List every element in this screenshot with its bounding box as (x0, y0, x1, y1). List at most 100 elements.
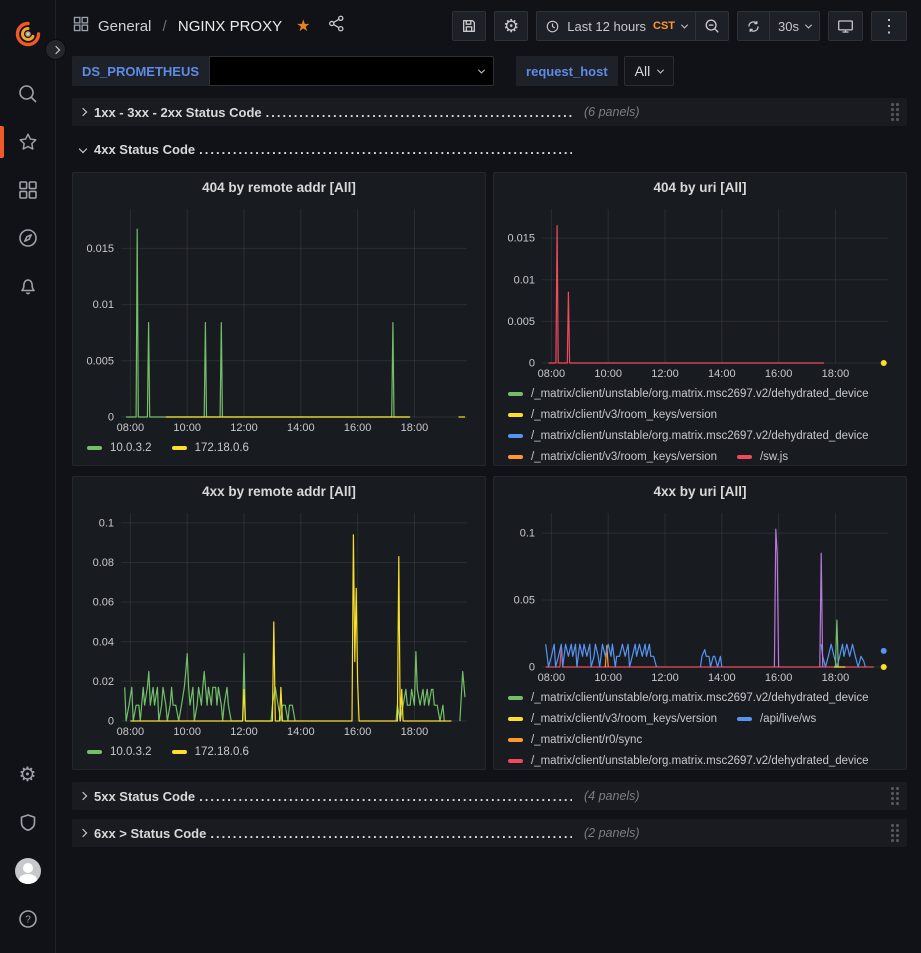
sidebar-item-server-admin[interactable] (0, 799, 56, 847)
legend-item[interactable]: 10.0.3.2 (87, 746, 152, 758)
legend-label[interactable]: 10.0.3.2 (110, 746, 152, 758)
legend-label[interactable]: 172.18.0.6 (195, 746, 249, 758)
request-host-select[interactable]: All (624, 56, 675, 86)
legend-item[interactable]: /api/live/ws (737, 713, 816, 725)
row-drag-handle[interactable] (891, 787, 899, 805)
legend-label[interactable]: /sw.js (760, 451, 788, 463)
legend-swatch (87, 446, 102, 450)
legend-label[interactable]: /_matrix/client/v3/room_keys/version (531, 713, 717, 725)
timeseries-chart[interactable]: 08:0010:0012:0014:0016:0018:0000.0050.01… (81, 201, 477, 435)
legend-label[interactable]: /_matrix/client/unstable/org.matrix.msc2… (531, 755, 869, 767)
sidebar-expand-button[interactable] (45, 39, 66, 60)
sidebar-item-profile[interactable] (0, 847, 56, 895)
legend-item[interactable]: /_matrix/client/v3/room_keys/version (508, 713, 717, 725)
refresh-interval-picker[interactable]: 30s (770, 11, 820, 41)
search-icon (17, 83, 39, 105)
variable-label-ds-prometheus[interactable]: DS_PROMETHEUS (72, 56, 209, 86)
legend-label[interactable]: 10.0.3.2 (110, 442, 152, 454)
time-range-picker[interactable]: Last 12 hours CST (536, 11, 696, 41)
chart-legend: /_matrix/client/unstable/org.matrix.msc2… (502, 685, 898, 769)
variable-label-request-host[interactable]: request_host (516, 56, 618, 86)
tv-icon (837, 18, 854, 35)
row-drag-handle[interactable] (891, 824, 899, 842)
row-1xx-3xx-2xx[interactable]: 1xx - 3xx - 2xx Status Code ............… (72, 98, 907, 126)
sidebar-item-search[interactable] (0, 70, 56, 118)
panel-title[interactable]: 4xx by remote addr [All] (81, 477, 477, 505)
legend-item[interactable]: /_matrix/client/unstable/org.matrix.msc2… (508, 755, 869, 767)
row-title: 5xx Status Code (94, 789, 195, 804)
svg-text:16:00: 16:00 (765, 368, 793, 380)
legend-item[interactable]: /_matrix/client/unstable/org.matrix.msc2… (508, 430, 869, 442)
panel-title[interactable]: 4xx by uri [All] (502, 477, 898, 505)
legend-item[interactable]: /_matrix/client/unstable/org.matrix.msc2… (508, 388, 869, 400)
grafana-logo-icon (14, 20, 42, 48)
time-range-label: Last 12 hours (567, 19, 646, 34)
legend-item[interactable]: /_matrix/client/v3/room_keys/version (508, 409, 717, 421)
panel-title[interactable]: 404 by remote addr [All] (81, 173, 477, 201)
row-5xx[interactable]: 5xx Status Code ........................… (72, 782, 907, 810)
save-dashboard-button[interactable] (452, 11, 486, 41)
legend-swatch (737, 455, 752, 459)
legend-item[interactable]: 172.18.0.6 (172, 442, 249, 454)
timeseries-chart[interactable]: 08:0010:0012:0014:0016:0018:0000.020.040… (81, 505, 477, 739)
svg-text:14:00: 14:00 (287, 422, 315, 434)
legend-label[interactable]: /_matrix/client/r0/sync (531, 734, 642, 746)
caret-down-icon (657, 66, 664, 73)
svg-text:10:00: 10:00 (594, 672, 622, 684)
help-icon: ? (17, 908, 39, 930)
sidebar-item-dashboards[interactable] (0, 166, 56, 214)
legend-item[interactable]: /_matrix/client/unstable/org.matrix.msc2… (508, 692, 869, 704)
user-avatar (15, 858, 41, 884)
legend-swatch (508, 413, 523, 417)
legend-item[interactable]: /sw.js (737, 451, 788, 463)
legend-label[interactable]: /_matrix/client/v3/room_keys/version (531, 451, 717, 463)
dashboard-settings-button[interactable]: ⚙ (494, 11, 528, 41)
svg-text:18:00: 18:00 (401, 422, 429, 434)
legend-item[interactable]: 172.18.0.6 (172, 746, 249, 758)
legend-swatch (737, 717, 752, 721)
header-toolbar: ⚙ Last 12 hours CST (452, 11, 907, 41)
timeseries-chart[interactable]: 08:0010:0012:0014:0016:0018:0000.050.1 (502, 505, 898, 685)
legend-swatch (508, 696, 523, 700)
dashboard-title: NGINX PROXY (178, 18, 282, 35)
legend-label[interactable]: 172.18.0.6 (195, 442, 249, 454)
legend-label[interactable]: /_matrix/client/unstable/org.matrix.msc2… (531, 430, 869, 442)
zoom-out-time-button[interactable] (696, 11, 729, 41)
timeseries-chart[interactable]: 08:0010:0012:0014:0016:0018:0000.0050.01… (502, 201, 898, 381)
dashboards-breadcrumb-icon[interactable] (72, 15, 90, 38)
legend-item[interactable]: 10.0.3.2 (87, 442, 152, 454)
cycle-view-mode-button[interactable] (828, 11, 863, 41)
breadcrumb-folder[interactable]: General (98, 18, 151, 35)
kebab-menu-icon: ⋮ (880, 17, 898, 35)
sidebar-item-explore[interactable] (0, 214, 56, 262)
svg-text:0.005: 0.005 (86, 355, 114, 367)
legend-item[interactable]: /_matrix/client/v3/room_keys/version (508, 451, 717, 463)
legend-label[interactable]: /api/live/ws (760, 713, 816, 725)
kebab-menu-button[interactable]: ⋮ (871, 11, 907, 41)
legend-label[interactable]: /_matrix/client/v3/room_keys/version (531, 409, 717, 421)
datasource-select[interactable] (209, 56, 494, 86)
row-6xx[interactable]: 6xx > Status Code ......................… (72, 819, 907, 847)
panel-4xx-by-uri: 4xx by uri [All] 08:0010:0012:0014:0016:… (493, 476, 907, 770)
row-panel-count: (6 panels) (584, 105, 640, 119)
caret-down-icon (478, 66, 485, 73)
sidebar-item-starred[interactable] (0, 118, 56, 166)
sidebar-item-help[interactable]: ? (0, 895, 56, 943)
row-drag-handle[interactable] (891, 103, 899, 121)
legend-swatch (508, 717, 523, 721)
row-4xx[interactable]: 4xx Status Code ........................… (72, 135, 907, 163)
legend-item[interactable]: /_matrix/client/r0/sync (508, 734, 642, 746)
row-panel-count: (2 panels) (584, 826, 640, 840)
svg-text:0.08: 0.08 (93, 557, 114, 569)
sidebar-item-alerting[interactable] (0, 262, 56, 310)
svg-text:10:00: 10:00 (173, 726, 201, 738)
chevron-right-icon (51, 45, 59, 53)
panel-title[interactable]: 404 by uri [All] (502, 173, 898, 201)
refresh-button[interactable] (737, 11, 770, 41)
favorite-star-icon[interactable]: ★ (296, 16, 310, 36)
legend-label[interactable]: /_matrix/client/unstable/org.matrix.msc2… (531, 388, 869, 400)
legend-label[interactable]: /_matrix/client/unstable/org.matrix.msc2… (531, 692, 869, 704)
sidebar-item-configuration[interactable]: ⚙ (0, 751, 56, 799)
chevron-right-icon (79, 829, 87, 837)
share-icon[interactable] (328, 15, 345, 37)
